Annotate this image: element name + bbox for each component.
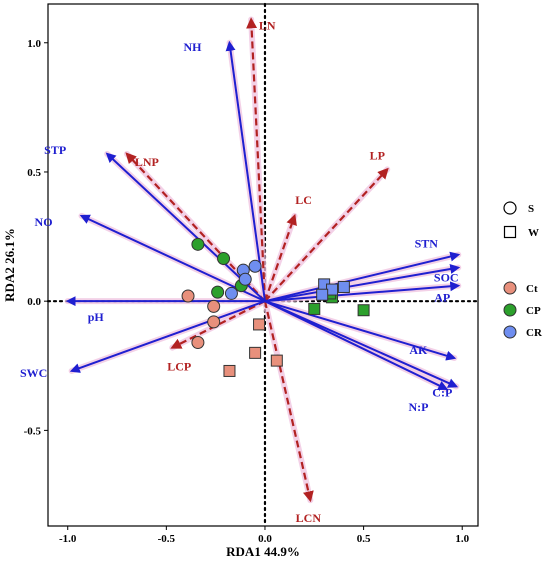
point-ct-w [223,364,236,377]
vector-label-ph: pH [88,310,105,324]
vector-label-c-p: C:P [432,385,452,399]
point-ct-w [249,346,262,359]
point-ct-s [181,289,195,303]
legend-label-cp: CP [526,305,541,317]
vector-label-ln: LN [259,19,276,33]
vector-label-soc: SOC [434,271,459,285]
vector-ap [264,281,461,303]
vector-lc [263,213,297,302]
point-cp-s [217,252,231,266]
y-tick-label: 0.5 [27,167,41,179]
legend-symbol-cp [503,303,517,317]
vector-label-lp: LP [370,148,385,162]
legend-symbol-cr [503,325,517,339]
x-tick-label: -0.5 [158,533,176,545]
legend-symbol-w [503,225,517,239]
point-cp-w [308,302,321,315]
vector-label-stp: STP [44,143,66,157]
x-tick-label: -1.0 [59,533,77,545]
vector-no [79,214,266,303]
x-axis-ticks: -1.0 -0.5 0.0 0.5 1.0 [59,526,470,545]
point-ct-s [191,336,205,350]
legend-label-w: W [528,227,539,239]
plot-frame [47,3,479,527]
vector-ln [246,17,267,302]
vector-halos [64,16,462,504]
vector-label-nh: NH [183,40,202,54]
legend-label-ct: Ct [526,283,538,295]
vector-labels: LN LNP LP LC LCP LCN NH STP NO pH SWC STN SOC AP AK C:P… [20,19,459,526]
point-ct-w [253,318,266,331]
vector-c-p [264,300,459,388]
x-tick-label: 1.0 [455,533,469,545]
vector-lp [264,167,389,302]
legend-symbol-s [503,201,517,215]
point-cp-s [191,237,205,251]
point-cr-s [238,272,252,286]
vector-label-lcp: LCP [167,360,191,374]
y-tick-label: 1.0 [27,38,41,50]
vector-stn [264,251,461,303]
vector-n-p [264,300,449,391]
vector-label-stn: STN [415,237,439,251]
blue-vectors [65,40,461,391]
point-ct-s [207,299,221,313]
vector-nh [225,40,266,302]
point-ct-w [270,354,283,367]
x-tick-label: 0.5 [357,533,371,545]
point-cr-w [326,283,339,296]
vector-label-n-p: N:P [408,400,428,414]
sample-points [181,237,370,377]
x-tick-label: 0.0 [258,533,272,545]
vector-label-lc: LC [295,193,312,207]
y-tick-label: 0.0 [27,296,41,308]
point-ct-s [207,315,221,329]
vector-ak [264,300,457,361]
vector-stp [105,152,266,302]
legend-label-cr: CR [526,327,543,339]
point-cr-s [224,286,238,300]
legend-label-s: S [528,203,534,215]
vector-label-lcn: LCN [296,511,322,525]
x-axis-title: RDA1 44.9% [226,544,300,559]
y-axis-title: RDA2 26.1% [2,228,17,302]
vector-label-ak: AK [409,343,428,357]
vector-lcp [170,300,266,349]
vector-label-ap: AP [434,291,450,305]
legend-symbol-ct [503,281,517,295]
point-cr-w [316,288,329,301]
vector-soc [264,264,461,303]
y-tick-label: -0.5 [24,425,42,437]
point-cp-s [211,285,225,299]
vector-label-no: NO [35,215,53,229]
point-cr-w [337,280,350,293]
vector-label-swc: SWC [20,366,47,380]
vector-lcn [263,300,314,503]
vector-label-lnp: LNP [135,155,159,169]
y-axis-ticks: -0.5 0.0 0.5 1.0 [24,38,48,437]
point-cp-w [357,304,370,317]
vector-swc [69,300,266,373]
legend: SW Ct CP CR [503,201,543,339]
point-cr-s [248,259,262,273]
